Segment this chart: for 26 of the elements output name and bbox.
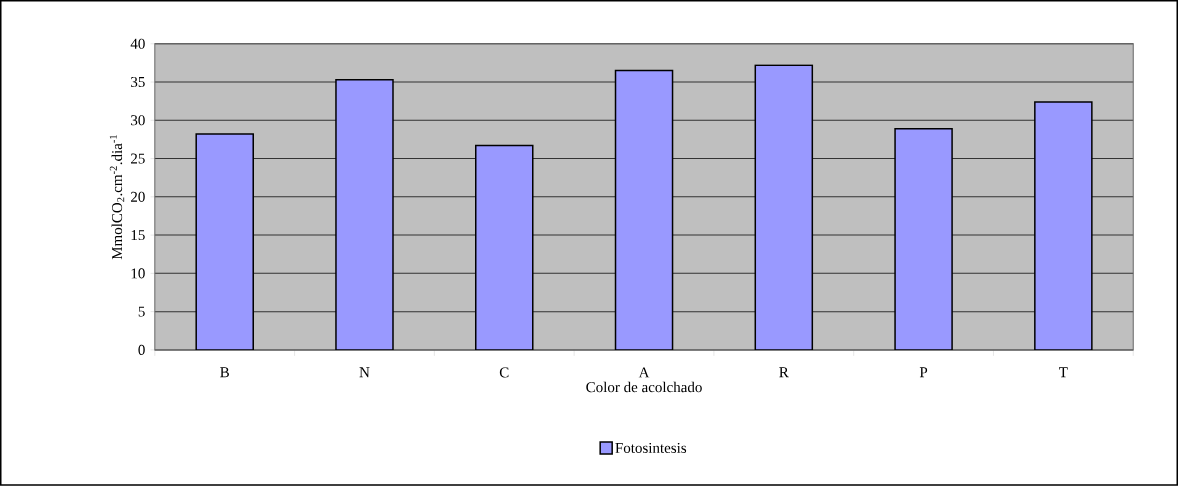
y-tick-label: 35 xyxy=(131,77,145,88)
bar xyxy=(335,79,394,351)
x-tick-label: R xyxy=(779,367,789,378)
bar xyxy=(1034,101,1093,351)
y-axis-title: MmolCO$_{2}$.cm$^{-2}$.dia$^{-1}$ xyxy=(109,135,125,260)
bar xyxy=(754,64,814,351)
y-tick-label: 15 xyxy=(131,230,145,241)
legend-label: Fotosintesis xyxy=(615,443,687,454)
y-tick-label: 0 xyxy=(138,344,145,356)
x-tick-label: A xyxy=(638,367,650,378)
x-tick-label: T xyxy=(1059,367,1068,378)
bar xyxy=(614,69,674,351)
y-tick-label: 25 xyxy=(131,153,145,164)
y-tick-label: 10 xyxy=(131,268,145,279)
x-tick-label: P xyxy=(919,367,928,378)
y-tick-label: 40 xyxy=(130,38,145,49)
bar xyxy=(475,144,534,351)
y-tick-label: 5 xyxy=(138,306,145,317)
x-tick-label: B xyxy=(220,367,229,378)
bar xyxy=(195,133,254,351)
y-tick-label: 30 xyxy=(131,115,145,126)
x-tick-label: C xyxy=(499,367,509,378)
x-tick-label: N xyxy=(359,367,370,378)
bar xyxy=(894,128,953,351)
y-tick-label: 20 xyxy=(131,191,145,203)
x-axis-title: Color de acolchado xyxy=(586,381,702,393)
